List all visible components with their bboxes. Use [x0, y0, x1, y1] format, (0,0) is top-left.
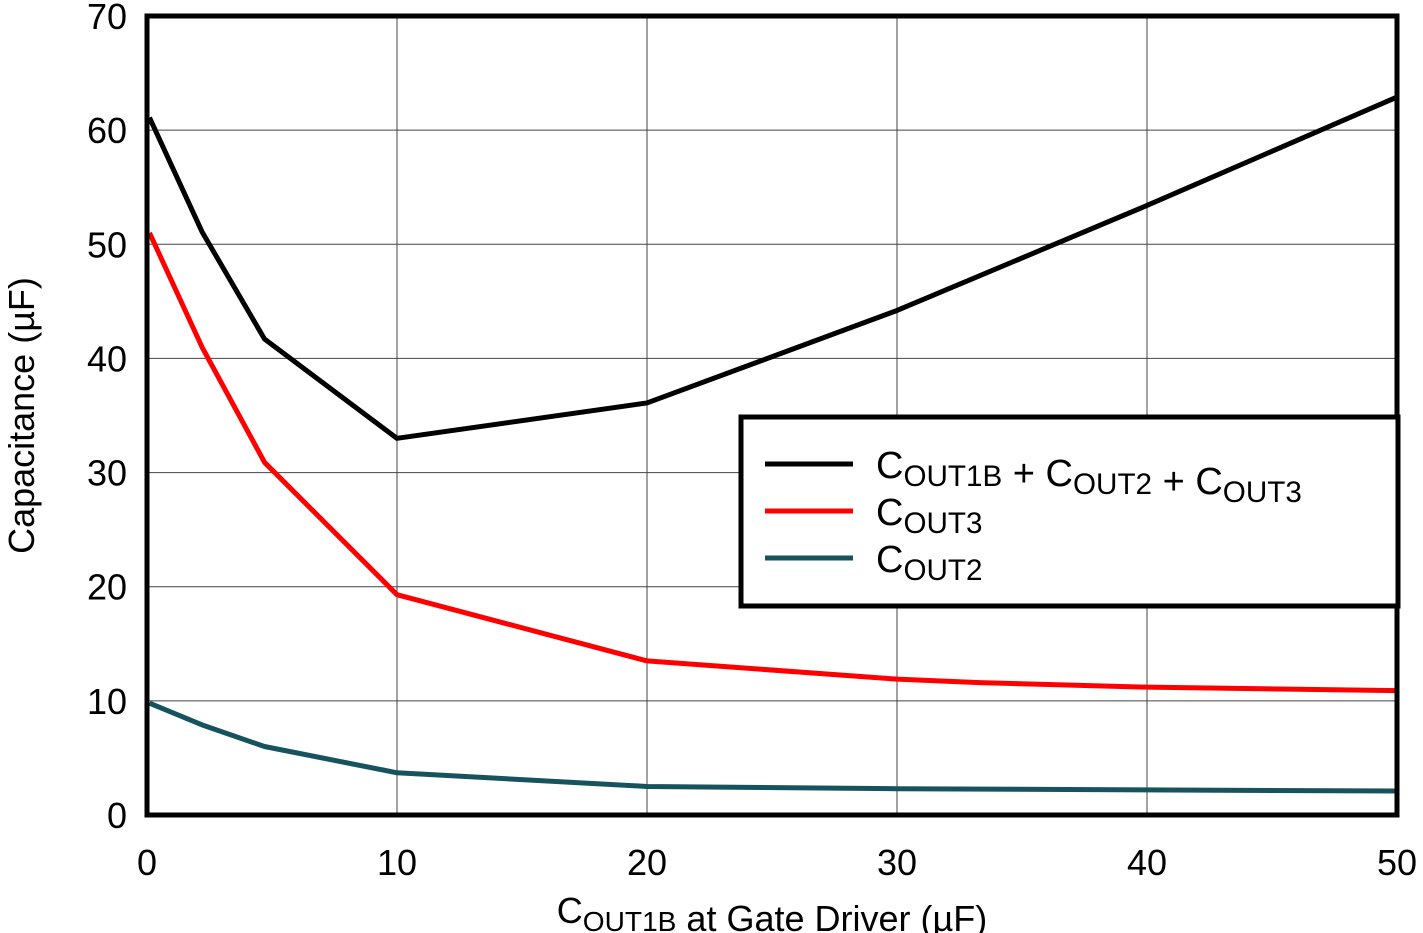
y-tick-label: 50 — [87, 224, 127, 265]
series-line-2 — [148, 700, 1398, 794]
legend-label-1: COUT3 — [876, 492, 982, 540]
y-tick-label: 70 — [87, 0, 127, 37]
x-axis-label: COUT1B at Gate Driver (µF) — [557, 890, 987, 933]
y-tick-label: 40 — [87, 338, 127, 379]
y-tick-label: 0 — [107, 795, 127, 836]
x-tick-label: 30 — [877, 842, 917, 883]
legend-label-2: COUT2 — [876, 539, 982, 587]
legend-label-0: COUT1B + COUT2 + COUT3 — [876, 445, 1302, 509]
y-tick-label: 20 — [87, 567, 127, 608]
y-tick-label: 10 — [87, 681, 127, 722]
x-tick-label: 0 — [137, 842, 157, 883]
y-tick-label: 60 — [87, 110, 127, 151]
y-axis-label: Capacitance (µF) — [1, 277, 42, 554]
x-tick-label: 50 — [1377, 842, 1417, 883]
x-tick-label: 20 — [627, 842, 667, 883]
series-line-1 — [147, 231, 1398, 694]
x-tick-label: 40 — [1127, 842, 1167, 883]
x-tick-label: 10 — [377, 842, 417, 883]
y-tick-label: 30 — [87, 453, 127, 494]
series-line-0 — [147, 94, 1398, 441]
